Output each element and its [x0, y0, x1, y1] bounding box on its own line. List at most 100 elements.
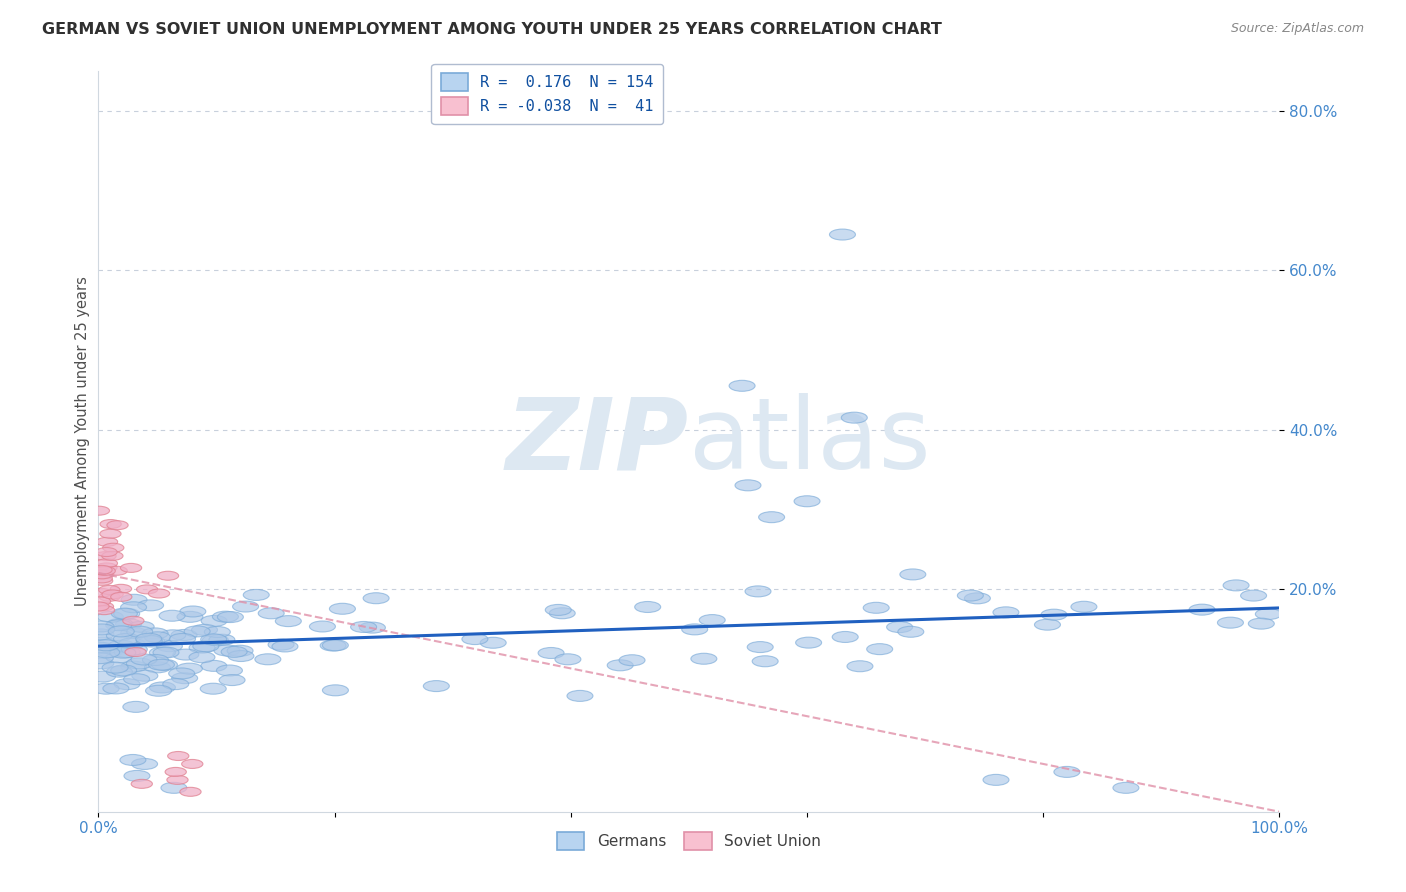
Ellipse shape: [232, 601, 259, 612]
Ellipse shape: [309, 621, 336, 632]
Ellipse shape: [115, 619, 142, 630]
Ellipse shape: [108, 626, 134, 637]
Ellipse shape: [965, 593, 990, 604]
Ellipse shape: [159, 610, 186, 621]
Ellipse shape: [149, 682, 176, 693]
Ellipse shape: [105, 620, 132, 631]
Ellipse shape: [983, 774, 1010, 785]
Ellipse shape: [228, 650, 254, 662]
Ellipse shape: [184, 626, 209, 637]
Ellipse shape: [152, 659, 177, 670]
Ellipse shape: [172, 630, 197, 640]
Ellipse shape: [90, 597, 111, 606]
Ellipse shape: [567, 690, 593, 701]
Ellipse shape: [94, 551, 117, 560]
Ellipse shape: [149, 647, 176, 658]
Ellipse shape: [107, 618, 134, 630]
Ellipse shape: [124, 673, 149, 685]
Ellipse shape: [217, 665, 242, 676]
Ellipse shape: [91, 566, 112, 574]
Ellipse shape: [269, 639, 294, 650]
Text: atlas: atlas: [689, 393, 931, 490]
Ellipse shape: [100, 529, 121, 538]
Ellipse shape: [165, 767, 187, 776]
Ellipse shape: [463, 633, 488, 645]
Ellipse shape: [1114, 782, 1139, 793]
Ellipse shape: [93, 570, 114, 579]
Ellipse shape: [794, 496, 820, 507]
Text: ZIP: ZIP: [506, 393, 689, 490]
Ellipse shape: [121, 594, 148, 606]
Ellipse shape: [149, 589, 170, 598]
Ellipse shape: [173, 649, 198, 660]
Ellipse shape: [898, 626, 924, 637]
Ellipse shape: [145, 662, 170, 673]
Ellipse shape: [94, 647, 120, 657]
Ellipse shape: [322, 640, 349, 651]
Ellipse shape: [201, 634, 226, 645]
Ellipse shape: [321, 640, 346, 651]
Ellipse shape: [271, 641, 298, 652]
Ellipse shape: [121, 644, 148, 655]
Ellipse shape: [105, 652, 132, 663]
Ellipse shape: [200, 683, 226, 694]
Ellipse shape: [172, 673, 198, 683]
Ellipse shape: [259, 607, 284, 619]
Ellipse shape: [89, 621, 114, 632]
Ellipse shape: [110, 584, 132, 593]
Ellipse shape: [97, 646, 122, 657]
Ellipse shape: [735, 480, 761, 491]
Ellipse shape: [145, 632, 170, 643]
Ellipse shape: [188, 652, 215, 663]
Ellipse shape: [103, 683, 129, 694]
Ellipse shape: [176, 663, 202, 674]
Ellipse shape: [107, 521, 128, 530]
Ellipse shape: [221, 647, 247, 657]
Ellipse shape: [682, 624, 707, 635]
Ellipse shape: [114, 679, 141, 690]
Ellipse shape: [360, 622, 385, 633]
Ellipse shape: [1218, 617, 1243, 628]
Ellipse shape: [322, 685, 349, 696]
Ellipse shape: [89, 506, 110, 516]
Ellipse shape: [1071, 601, 1097, 612]
Ellipse shape: [97, 537, 118, 546]
Ellipse shape: [160, 782, 187, 793]
Ellipse shape: [423, 681, 450, 691]
Ellipse shape: [619, 655, 645, 665]
Ellipse shape: [830, 229, 855, 240]
Ellipse shape: [841, 412, 868, 423]
Ellipse shape: [745, 586, 770, 597]
Ellipse shape: [180, 788, 201, 797]
Ellipse shape: [96, 563, 117, 572]
Ellipse shape: [103, 590, 124, 599]
Ellipse shape: [1256, 608, 1281, 620]
Ellipse shape: [89, 629, 114, 640]
Ellipse shape: [90, 568, 111, 577]
Ellipse shape: [127, 658, 152, 669]
Ellipse shape: [254, 654, 281, 665]
Ellipse shape: [136, 635, 162, 646]
Ellipse shape: [103, 662, 128, 673]
Ellipse shape: [105, 566, 128, 575]
Ellipse shape: [1040, 609, 1067, 620]
Ellipse shape: [730, 380, 755, 392]
Ellipse shape: [481, 637, 506, 648]
Ellipse shape: [832, 632, 858, 642]
Ellipse shape: [167, 775, 188, 784]
Ellipse shape: [550, 607, 575, 619]
Ellipse shape: [124, 771, 150, 781]
Ellipse shape: [202, 634, 228, 646]
Ellipse shape: [226, 645, 253, 657]
Ellipse shape: [156, 640, 183, 652]
Ellipse shape: [87, 658, 114, 669]
Ellipse shape: [87, 602, 110, 611]
Ellipse shape: [747, 641, 773, 653]
Ellipse shape: [201, 660, 226, 672]
Y-axis label: Unemployment Among Youth under 25 years: Unemployment Among Youth under 25 years: [75, 277, 90, 607]
Ellipse shape: [91, 574, 112, 582]
Ellipse shape: [1240, 591, 1267, 601]
Ellipse shape: [276, 615, 301, 626]
Ellipse shape: [993, 607, 1019, 618]
Ellipse shape: [191, 624, 218, 635]
